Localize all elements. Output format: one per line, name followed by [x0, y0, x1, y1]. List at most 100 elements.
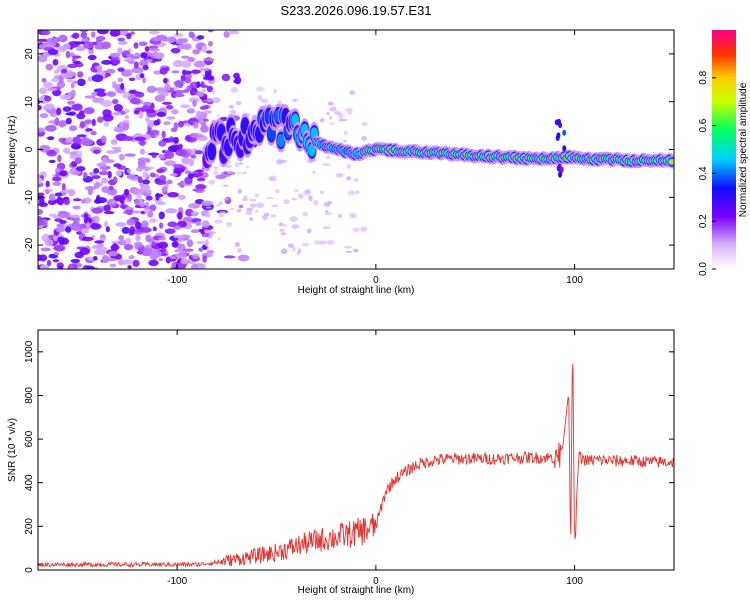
noise-blob [123, 188, 130, 196]
noise-blob [312, 170, 316, 175]
noise-blob [63, 198, 71, 206]
noise-blob [174, 249, 184, 253]
noise-blob [127, 194, 132, 201]
noise-blob [133, 42, 139, 49]
noise-blob [53, 251, 60, 256]
noise-blob [92, 97, 100, 103]
noise-blob [80, 31, 88, 39]
noise-blob [338, 118, 348, 122]
noise-blob [87, 54, 97, 61]
noise-blob [41, 78, 47, 83]
noise-blob [352, 227, 360, 232]
noise-blob [335, 172, 344, 178]
noise-blob [329, 106, 337, 112]
noise-blob [165, 104, 174, 110]
noise-blob [71, 103, 83, 111]
noise-blob [172, 163, 184, 168]
noise-blob [59, 35, 66, 41]
noise-blob [279, 228, 284, 232]
noise-blob [38, 54, 48, 63]
noise-blob [72, 221, 81, 229]
noise-blob [69, 214, 81, 219]
noise-blob [134, 91, 142, 95]
noise-blob [65, 149, 70, 155]
noise-blob [113, 194, 125, 202]
noise-blob [155, 179, 167, 186]
noise-blob [326, 155, 331, 160]
noise-blob [245, 166, 249, 169]
noise-blob [164, 228, 176, 235]
noise-blob [173, 93, 185, 98]
colorbar-tick-label: 0.6 [698, 118, 709, 132]
noise-blob [211, 89, 216, 95]
noise-blob [90, 31, 96, 38]
noise-blob [211, 97, 221, 104]
noise-blob [255, 202, 265, 209]
noise-blob [217, 236, 221, 241]
noise-blob [55, 172, 60, 178]
noise-blob [236, 208, 242, 213]
noise-blob [202, 58, 215, 62]
noise-blob [105, 73, 111, 77]
noise-blob [146, 85, 157, 94]
noise-blob [119, 153, 125, 161]
noise-blob [121, 226, 130, 234]
noise-blob [126, 168, 131, 174]
noise-blob [158, 257, 164, 262]
noise-blob [166, 116, 176, 120]
noise-blob [46, 87, 58, 92]
noise-blob [126, 53, 135, 57]
noise-blob [241, 198, 249, 202]
noise-blob [62, 106, 72, 112]
noise-blob [144, 46, 150, 52]
noise-blob [234, 242, 241, 247]
noise-blob [353, 177, 359, 183]
snr-xtick-label: 100 [566, 576, 583, 587]
noise-blob [72, 80, 78, 84]
noise-blob [100, 135, 107, 144]
noise-blob [200, 124, 209, 133]
noise-blob [156, 111, 167, 118]
noise-blob [147, 119, 156, 128]
noise-blob [103, 121, 110, 127]
noise-blob [255, 209, 259, 213]
noise-blob [57, 197, 65, 206]
noise-blob [250, 203, 257, 208]
noise-blob [218, 214, 225, 218]
noise-blob [117, 77, 124, 83]
noise-blob [268, 177, 274, 181]
noise-blob [58, 265, 64, 269]
noise-blob [59, 170, 68, 177]
noise-blob [93, 88, 106, 93]
noise-blob [108, 250, 119, 257]
noise-blob [314, 240, 322, 245]
noise-blob [206, 85, 214, 93]
snr-plot-area [38, 330, 674, 570]
noise-blob [178, 143, 183, 150]
noise-blob [142, 171, 149, 178]
noise-blob [308, 195, 313, 202]
noise-blob [173, 89, 186, 94]
snr-series-line [38, 363, 674, 569]
noise-blob [150, 249, 162, 258]
noise-blob [127, 265, 132, 269]
ridge-segment [556, 132, 561, 139]
noise-blob [43, 81, 53, 89]
noise-blob [237, 247, 242, 254]
noise-blob [137, 176, 143, 184]
noise-blob [329, 122, 335, 125]
noise-blob [149, 204, 157, 212]
noise-blob [157, 241, 169, 249]
noise-blob [163, 121, 171, 126]
noise-blob [48, 159, 56, 164]
noise-blob [56, 80, 66, 89]
noise-blob [93, 198, 102, 204]
noise-blob [270, 214, 277, 218]
noise-blob [137, 157, 148, 162]
noise-blob [234, 161, 241, 168]
noise-blob [72, 136, 82, 144]
noise-blob [52, 59, 59, 66]
noise-blob [166, 36, 176, 43]
noise-blob [94, 240, 105, 244]
noise-blob [194, 150, 204, 155]
